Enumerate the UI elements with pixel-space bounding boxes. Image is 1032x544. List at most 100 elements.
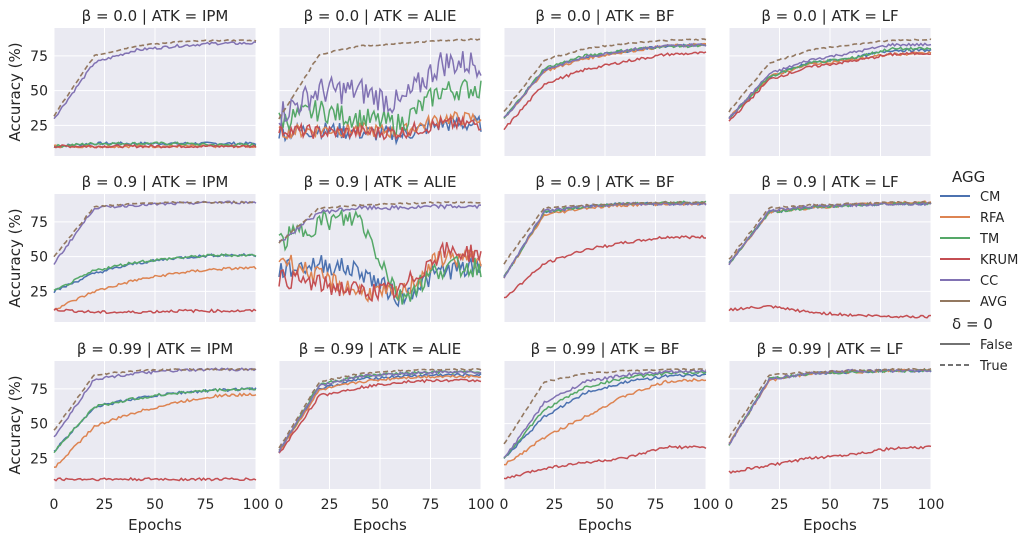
legend-label-krum: KRUM (980, 253, 1018, 268)
series-line-avg (503, 38, 707, 113)
series-line-cc (503, 368, 707, 459)
panel-title: β = 0.0 | ATK = LF (761, 7, 898, 25)
panel-4: β = 0.0 | ATK = LF (728, 7, 932, 156)
panel-title: β = 0.99 | ATK = BF (531, 340, 680, 358)
panel-title: β = 0.99 | ATK = LF (757, 340, 904, 358)
series-line-avg (503, 367, 707, 445)
series-line-krum (278, 240, 482, 303)
x-axis-label: Epochs (803, 516, 857, 534)
panel-11: β = 0.99 | ATK = BF 0 25 50 75 100 Epochs (500, 340, 720, 534)
x-tick-label: 50 (146, 497, 164, 513)
series-line-avg (503, 200, 707, 265)
legend-style-title: δ = 0 (952, 315, 993, 333)
x-tick-label: 100 (918, 497, 945, 513)
panel-title: β = 0.0 | ATK = BF (535, 7, 674, 25)
panel-5: β = 0.9 | ATK = IPM 25 50 75 Accuracy (%) (6, 173, 257, 322)
series-line-krum (503, 444, 707, 480)
legend-label-cc: CC (980, 274, 998, 289)
panel-title: β = 0.0 | ATK = IPM (82, 7, 229, 25)
y-axis-label: Accuracy (%) (6, 208, 24, 307)
series-line-tm (53, 141, 257, 149)
series-line-avg (728, 367, 932, 439)
series-line-krum (728, 51, 932, 122)
series-line-rfa (504, 377, 707, 466)
series-line-cc (278, 51, 482, 128)
panel-title: β = 0.9 | ATK = LF (761, 173, 898, 191)
x-tick-label: 50 (371, 497, 389, 513)
series-line-rfa (278, 374, 482, 452)
panel-title: β = 0.9 | ATK = IPM (82, 173, 229, 191)
series-line-krum (728, 304, 932, 319)
panel-8: β = 0.9 | ATK = LF (728, 173, 932, 322)
panel-10: β = 0.99 | ATK = ALIE 0 25 50 75 100 Epochs (275, 340, 495, 534)
series-line-cm (503, 373, 707, 459)
series-line-krum (53, 476, 257, 482)
x-tick-label: 100 (243, 497, 270, 513)
y-tick-label: 25 (30, 451, 48, 467)
panel-6: β = 0.9 | ATK = ALIE (278, 173, 482, 322)
legend-style-label-false: False (980, 338, 1013, 353)
series-line-tm (503, 370, 707, 459)
x-tick-label: 0 (725, 497, 734, 513)
legend-title: AGG (952, 168, 985, 186)
x-tick-label: 50 (821, 497, 839, 513)
y-tick-label: 75 (30, 49, 48, 65)
series-line-tm (53, 253, 257, 292)
panel-2: β = 0.0 | ATK = ALIE (278, 7, 482, 156)
x-tick-label: 100 (468, 497, 495, 513)
x-tick-label: 0 (500, 497, 509, 513)
series-line-krum (278, 378, 482, 454)
y-axis-label: Accuracy (%) (6, 375, 24, 474)
panel-title: β = 0.99 | ATK = ALIE (299, 340, 461, 358)
x-tick-label: 100 (693, 497, 720, 513)
series-line-rfa (728, 51, 932, 119)
series-line-avg (728, 37, 932, 113)
y-tick-label: 25 (30, 284, 48, 300)
x-tick-label: 25 (96, 497, 114, 513)
series-line-cc (53, 367, 257, 438)
legend: AGG CM RFA TM KRUM CC AVG δ = 0 False True (940, 168, 1018, 374)
legend-label-tm: TM (979, 232, 999, 247)
series-line-cc (278, 369, 482, 453)
series-line-krum (278, 114, 482, 141)
series-line-tm (728, 46, 932, 118)
x-tick-label: 25 (771, 497, 789, 513)
panel-12: β = 0.99 | ATK = LF 0 25 50 75 100 Epochs (725, 340, 945, 534)
series-line-avg (53, 367, 257, 431)
series-line-krum (53, 307, 257, 315)
series-line-avg (728, 200, 932, 260)
series-line-tm (278, 78, 482, 135)
y-tick-label: 50 (30, 417, 48, 433)
y-tick-label: 50 (30, 84, 48, 100)
series-line-cc (53, 41, 256, 120)
x-tick-label: 0 (50, 497, 59, 513)
series-line-avg (278, 367, 482, 449)
panel-title: β = 0.99 | ATK = IPM (77, 340, 233, 358)
series-line-cc (728, 368, 932, 445)
x-tick-label: 0 (275, 497, 284, 513)
x-tick-label: 50 (596, 497, 614, 513)
x-axis-label: Epochs (353, 516, 407, 534)
panel-title: β = 0.0 | ATK = ALIE (304, 7, 457, 25)
series-line-avg (278, 37, 482, 120)
series-line-cc (503, 42, 707, 118)
x-tick-label: 25 (321, 497, 339, 513)
series-line-krum (728, 445, 932, 475)
x-tick-label: 25 (546, 497, 564, 513)
y-tick-label: 25 (30, 118, 48, 134)
series-line-rfa (278, 111, 482, 140)
legend-label-avg: AVG (980, 295, 1007, 310)
legend-label-rfa: RFA (980, 211, 1004, 226)
panel-7: β = 0.9 | ATK = BF (503, 173, 707, 322)
series-line-cc (278, 203, 482, 242)
x-tick-label: 75 (422, 497, 440, 513)
legend-label-cm: CM (980, 190, 1000, 205)
panel-9: β = 0.99 | ATK = IPM 25 50 75 Accuracy (%) 0 2… (6, 340, 269, 534)
panel-title: β = 0.9 | ATK = BF (535, 173, 674, 191)
series-line-tm (53, 387, 257, 454)
panel-3: β = 0.0 | ATK = BF (503, 7, 707, 156)
y-tick-label: 50 (30, 250, 48, 266)
series-line-krum (503, 234, 706, 299)
series-line-avg (278, 201, 481, 244)
